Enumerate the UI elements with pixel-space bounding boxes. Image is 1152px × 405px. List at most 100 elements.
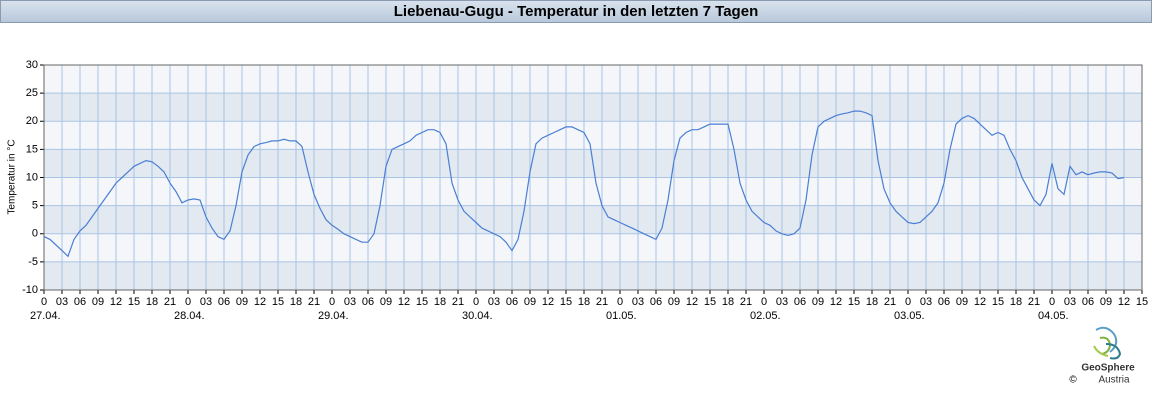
x-tick-label: 15 xyxy=(848,296,860,308)
x-tick-label: 12 xyxy=(110,296,122,308)
x-tick-label: 0 xyxy=(329,296,335,308)
logo-icon xyxy=(1093,345,1109,357)
x-tick-label: 03 xyxy=(200,296,212,308)
band xyxy=(44,205,1142,234)
x-tick-label: 06 xyxy=(362,296,374,308)
x-tick-label: 21 xyxy=(1028,296,1040,308)
copyright: © xyxy=(1069,375,1077,386)
x-tick-label: 06 xyxy=(1082,296,1094,308)
y-tick-label: -10 xyxy=(22,284,38,296)
x-tick-label: 09 xyxy=(236,296,248,308)
x-tick-label: 09 xyxy=(812,296,824,308)
logo-icon xyxy=(1105,343,1122,360)
band xyxy=(44,177,1142,206)
y-tick-label: 15 xyxy=(26,143,38,155)
x-tick-label: 03 xyxy=(920,296,932,308)
x-tick-label: 09 xyxy=(668,296,680,308)
band xyxy=(44,65,1142,94)
x-tick-label: 06 xyxy=(506,296,518,308)
x-tick-label: 21 xyxy=(164,296,176,308)
x-tick-label: 0 xyxy=(41,296,47,308)
band xyxy=(44,93,1142,122)
day-label: 04.05. xyxy=(1038,310,1069,322)
x-tick-label: 21 xyxy=(884,296,896,308)
x-tick-label: 0 xyxy=(1049,296,1055,308)
x-tick-label: 12 xyxy=(398,296,410,308)
x-tick-label: 12 xyxy=(254,296,266,308)
day-label: 02.05. xyxy=(750,310,781,322)
day-label: 01.05. xyxy=(606,310,637,322)
band xyxy=(44,261,1142,290)
x-tick-label: 15 xyxy=(1136,296,1148,308)
x-tick-label: 09 xyxy=(956,296,968,308)
x-tick-label: 15 xyxy=(992,296,1004,308)
x-tick-label: 06 xyxy=(650,296,662,308)
x-tick-label: 21 xyxy=(308,296,320,308)
y-tick-label: -5 xyxy=(28,256,38,268)
x-tick-label: 03 xyxy=(632,296,644,308)
x-tick-label: 21 xyxy=(452,296,464,308)
y-tick-label: 5 xyxy=(32,200,38,212)
y-tick-label: 20 xyxy=(26,115,38,127)
x-tick-label: 03 xyxy=(56,296,68,308)
x-tick-label: 03 xyxy=(344,296,356,308)
x-tick-label: 12 xyxy=(830,296,842,308)
logo-name: GeoSphere xyxy=(1081,363,1135,374)
band xyxy=(44,121,1142,150)
x-tick-label: 18 xyxy=(866,296,878,308)
plot-area: 0 03 06 09 12 15 18 21 0 03 06 09 12 15 18 21 0 03 06 09 12 1… xyxy=(22,59,1148,322)
x-tick-label: 0 xyxy=(185,296,191,308)
x-tick-label: 06 xyxy=(218,296,230,308)
plot-frame xyxy=(43,64,1143,291)
x-tick-label: 15 xyxy=(272,296,284,308)
logo xyxy=(1093,326,1122,360)
x-tick-label: 18 xyxy=(1010,296,1022,308)
x-tick-label: 21 xyxy=(740,296,752,308)
x-tick-label: 18 xyxy=(434,296,446,308)
x-tick-label: 06 xyxy=(74,296,86,308)
x-tick-label: 15 xyxy=(416,296,428,308)
y-tick-label: 0 xyxy=(32,228,38,240)
x-tick-label: 12 xyxy=(686,296,698,308)
day-label: 28.04. xyxy=(174,310,205,322)
band xyxy=(44,233,1142,262)
x-tick-label: 03 xyxy=(1064,296,1076,308)
logo-icon xyxy=(1095,326,1118,353)
x-tick-label: 03 xyxy=(776,296,788,308)
x-tick-label: 06 xyxy=(794,296,806,308)
x-tick-label: 15 xyxy=(704,296,716,308)
x-tick-label: 15 xyxy=(560,296,572,308)
logo-icon xyxy=(1099,336,1112,355)
y-axis-label: Temperatur in °C xyxy=(7,139,18,214)
x-tick-label: 18 xyxy=(578,296,590,308)
x-tick-label: 18 xyxy=(722,296,734,308)
x-tick-label: 18 xyxy=(290,296,302,308)
y-tick-label: 10 xyxy=(26,171,38,183)
day-label: 27.04. xyxy=(30,310,61,322)
day-label: 30.04. xyxy=(462,310,493,322)
x-tick-label: 09 xyxy=(1100,296,1112,308)
x-tick-label: 18 xyxy=(146,296,158,308)
y-tick-label: 30 xyxy=(26,59,38,71)
x-tick-label: 09 xyxy=(92,296,104,308)
x-tick-label: 0 xyxy=(905,296,911,308)
x-tick-label: 12 xyxy=(974,296,986,308)
x-tick-label: 21 xyxy=(596,296,608,308)
chart-title: Liebenau-Gugu - Temperatur in den letzte… xyxy=(394,3,758,20)
day-label: 29.04. xyxy=(318,310,349,322)
day-label: 03.05. xyxy=(894,310,925,322)
x-tick-label: 0 xyxy=(761,296,767,308)
y-tick-label: 25 xyxy=(26,87,38,99)
x-tick-label: 0 xyxy=(617,296,623,308)
x-tick-label: 15 xyxy=(128,296,140,308)
x-tick-label: 12 xyxy=(1118,296,1130,308)
temperature-line xyxy=(43,110,1125,258)
x-tick-label: 09 xyxy=(524,296,536,308)
x-tick-label: 03 xyxy=(488,296,500,308)
logo-subname: Austria xyxy=(1098,375,1130,386)
x-tick-label: 09 xyxy=(380,296,392,308)
x-tick-label: 12 xyxy=(542,296,554,308)
x-tick-label: 06 xyxy=(938,296,950,308)
